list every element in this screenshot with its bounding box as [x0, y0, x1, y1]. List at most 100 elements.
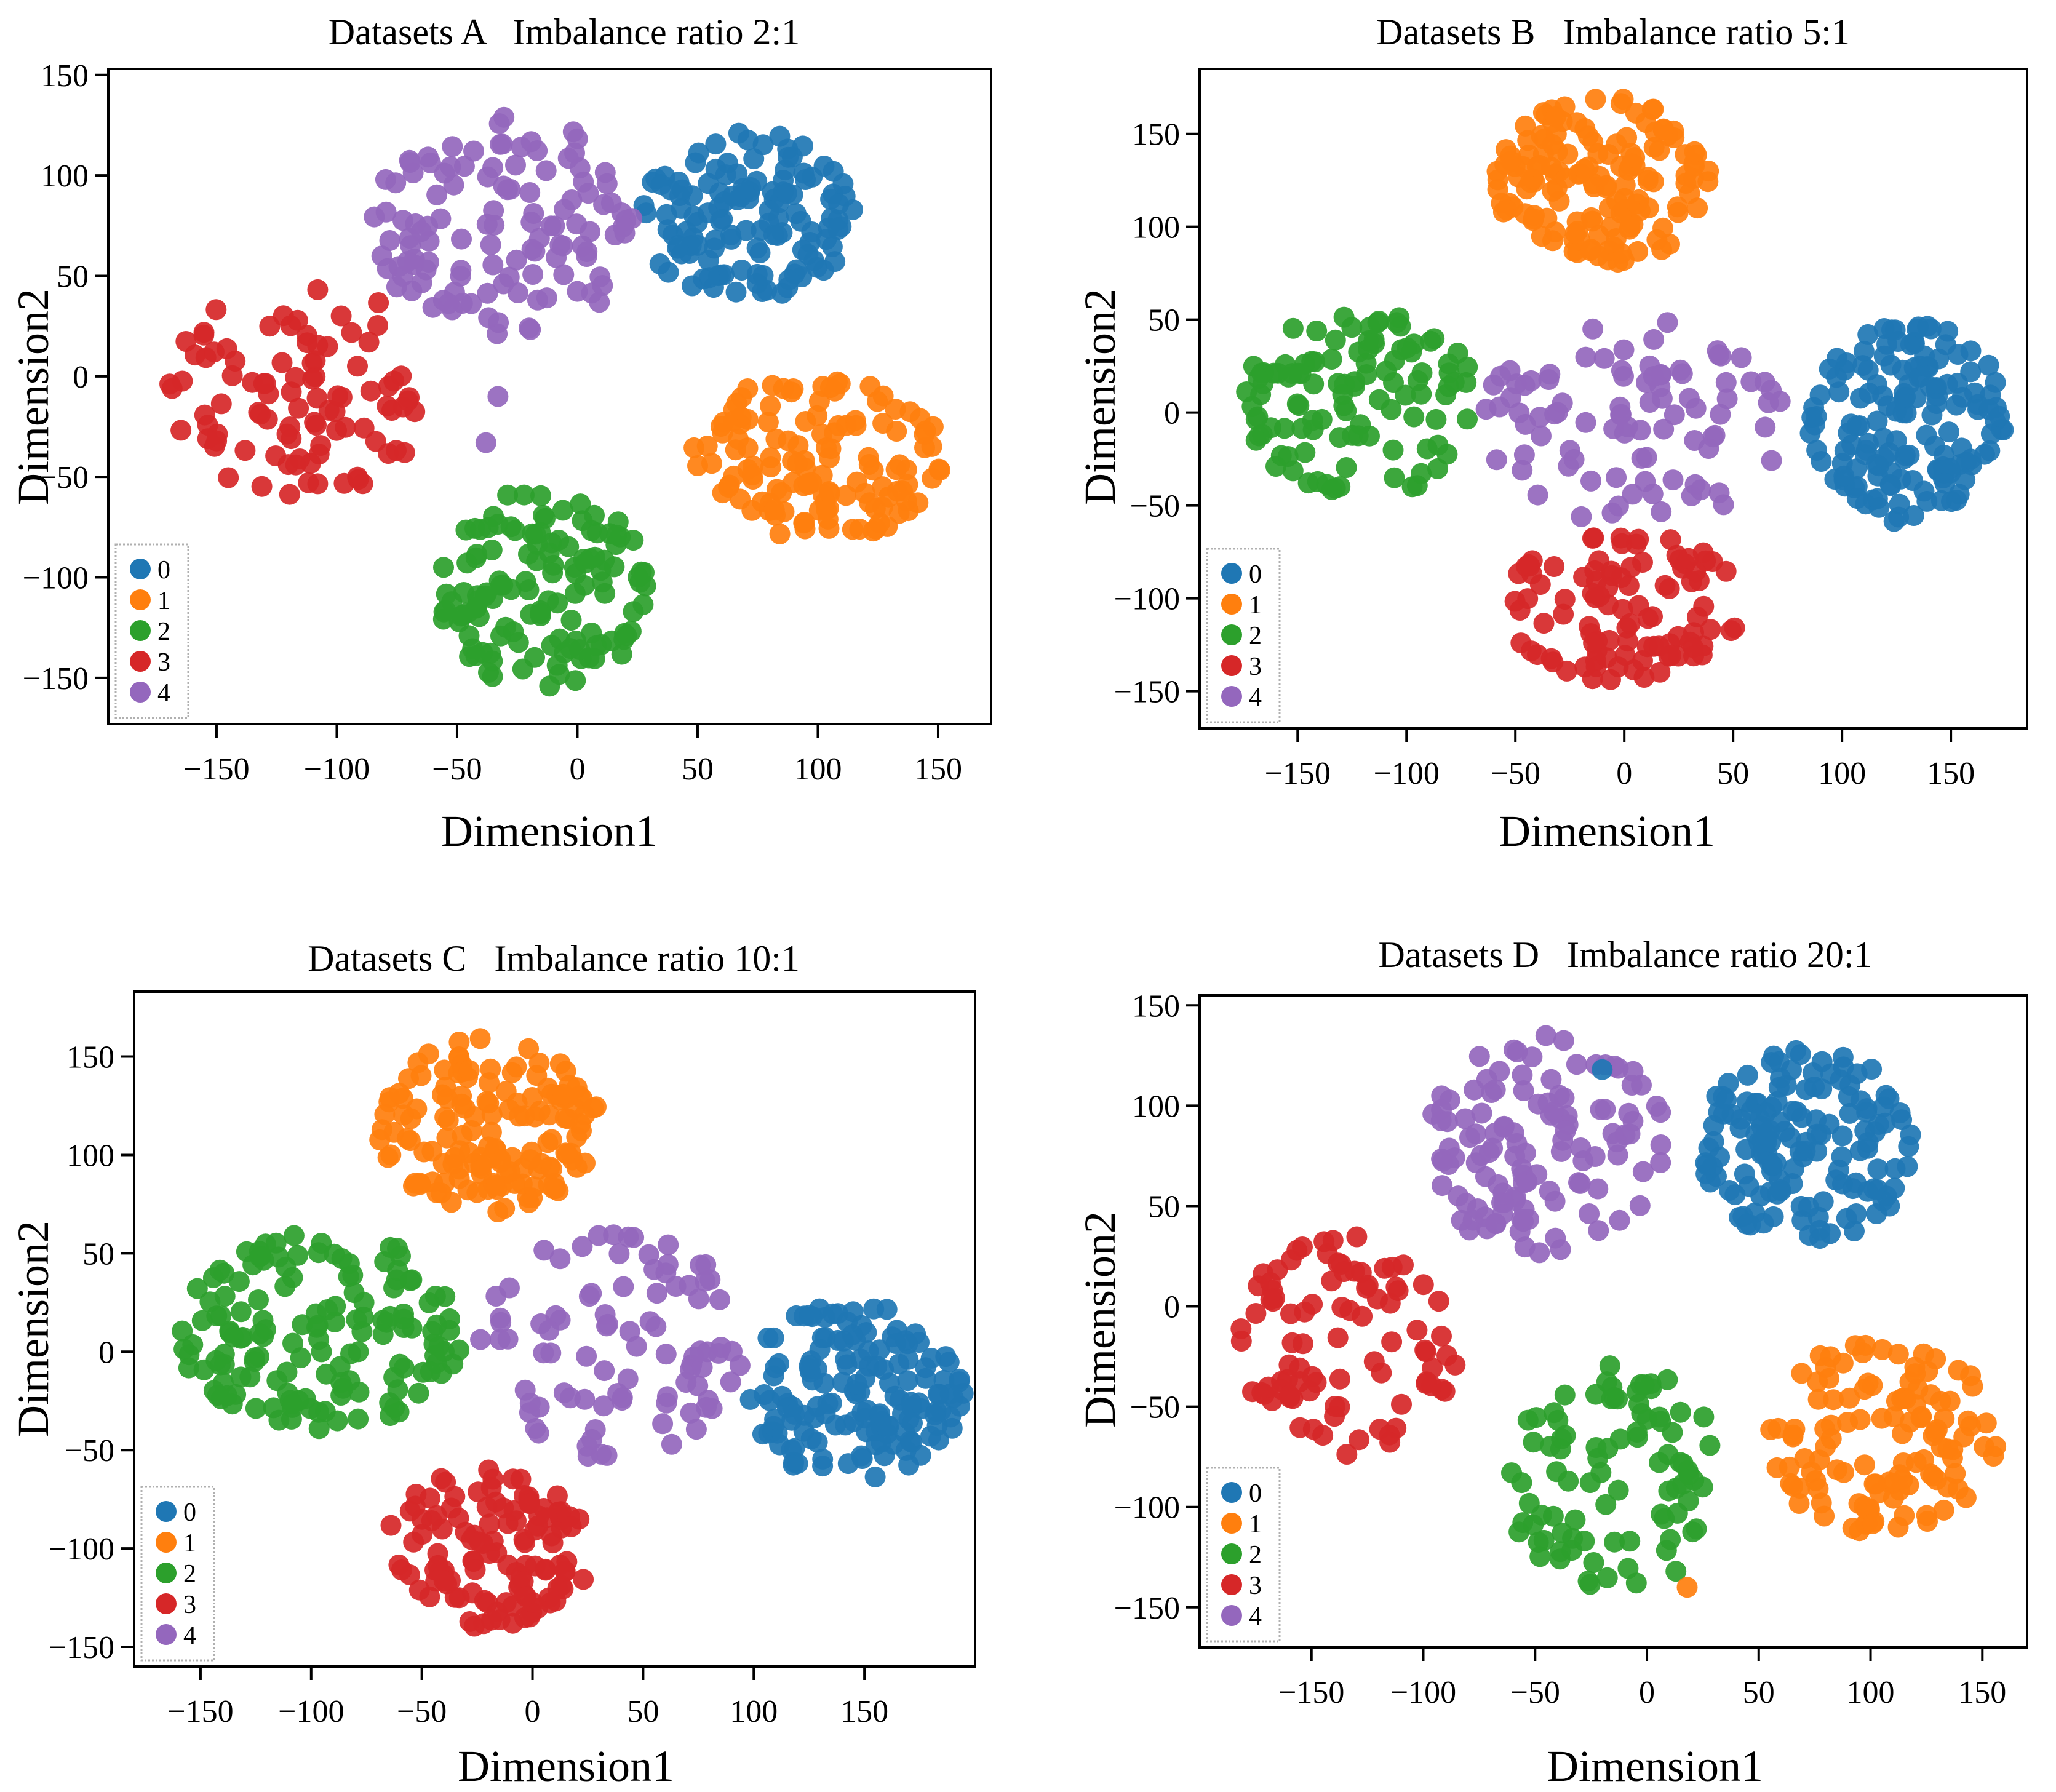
point-class-3 [1248, 1275, 1269, 1297]
point-class-0 [1884, 1158, 1906, 1179]
point-class-3 [225, 351, 246, 372]
point-class-4 [1761, 450, 1782, 471]
point-class-3 [310, 435, 332, 456]
point-class-1 [1585, 89, 1606, 110]
point-class-1 [1613, 250, 1635, 271]
point-class-1 [818, 517, 840, 539]
point-class-1 [845, 415, 867, 436]
point-class-0 [1867, 1179, 1888, 1200]
point-class-3 [1654, 575, 1676, 596]
point-class-0 [899, 1430, 921, 1452]
point-class-1 [1545, 124, 1567, 145]
point-class-3 [1245, 1303, 1267, 1324]
point-class-3 [495, 1592, 517, 1614]
point-class-3 [420, 1487, 440, 1509]
point-class-1 [1779, 1456, 1800, 1478]
point-class-2 [1306, 321, 1328, 341]
point-class-4 [1475, 399, 1497, 420]
x-tick-label: −150 [183, 752, 249, 787]
point-class-2 [1381, 399, 1402, 420]
point-class-4 [451, 228, 472, 250]
point-class-0 [792, 239, 813, 261]
legend-marker-3 [156, 1593, 177, 1614]
y-tick-label: 50 [1148, 1189, 1180, 1224]
point-class-4 [480, 234, 501, 255]
point-class-0 [842, 1324, 863, 1345]
point-class-4 [533, 1240, 555, 1261]
legend-label-4: 4 [1249, 1603, 1262, 1631]
point-class-4 [578, 183, 599, 204]
point-class-0 [784, 1403, 805, 1425]
point-class-3 [1281, 1332, 1303, 1353]
point-class-4 [1553, 1030, 1574, 1051]
y-tick-label: −100 [1114, 1491, 1180, 1526]
point-class-2 [207, 1385, 228, 1406]
point-class-4 [1580, 470, 1601, 492]
point-class-3 [1720, 620, 1742, 642]
x-tick-label: 100 [794, 752, 842, 787]
point-class-4 [638, 1244, 659, 1265]
point-class-2 [1596, 1567, 1618, 1588]
point-class-3 [1299, 1380, 1320, 1402]
point-class-1 [1863, 1473, 1885, 1495]
point-class-1 [1679, 183, 1700, 204]
point-class-3 [206, 430, 228, 452]
point-class-2 [584, 648, 605, 669]
point-class-4 [567, 281, 588, 302]
point-class-2 [542, 562, 564, 584]
point-class-1 [494, 1198, 516, 1219]
point-class-1 [1523, 208, 1544, 229]
point-class-4 [578, 1286, 600, 1307]
point-class-4 [1448, 1185, 1469, 1207]
point-class-4 [572, 235, 593, 257]
point-class-0 [1913, 480, 1935, 502]
point-class-4 [485, 1286, 507, 1307]
point-class-2 [1342, 424, 1363, 446]
panel-dataset-b: Datasets B Imbalance ratio 5:1 −150 −100−… [1075, 12, 2028, 856]
point-class-2 [1501, 1462, 1522, 1484]
point-class-1 [555, 1142, 576, 1164]
chart-title: Datasets C Imbalance ratio 10:1 [308, 938, 800, 979]
point-class-2 [1273, 418, 1295, 439]
legend-label-2: 2 [1249, 1541, 1262, 1569]
point-class-0 [759, 1390, 780, 1411]
point-class-2 [564, 583, 586, 604]
point-class-1 [1500, 150, 1521, 172]
point-class-2 [1411, 463, 1432, 484]
point-class-4 [1651, 501, 1672, 522]
point-class-0 [1850, 388, 1871, 409]
point-class-0 [1960, 448, 1982, 470]
point-class-1 [1556, 167, 1577, 189]
point-class-4 [1439, 1089, 1460, 1111]
legend-box [140, 1486, 215, 1662]
point-class-4 [519, 182, 541, 203]
point-class-4 [1575, 412, 1596, 433]
legend-marker-1 [130, 589, 151, 610]
point-class-4 [1613, 339, 1635, 360]
point-class-1 [1643, 137, 1665, 158]
point-class-0 [658, 261, 679, 283]
point-class-4 [690, 1340, 711, 1362]
point-class-2 [515, 571, 536, 592]
point-class-1 [1983, 1446, 2004, 1467]
point-class-1 [1577, 125, 1599, 147]
point-class-4 [520, 319, 541, 340]
point-class-2 [1282, 317, 1304, 339]
point-class-4 [1540, 1069, 1562, 1090]
point-class-0 [1887, 331, 1909, 352]
point-class-4 [1515, 413, 1536, 435]
point-class-4 [557, 148, 579, 169]
point-class-1 [454, 1097, 476, 1119]
point-class-2 [230, 1366, 252, 1388]
point-class-4 [1550, 1239, 1571, 1260]
point-class-3 [194, 404, 215, 426]
point-class-1 [737, 437, 759, 459]
point-class-1 [1892, 1469, 1913, 1491]
point-class-0 [1798, 1197, 1819, 1218]
y-tick-label: 50 [57, 259, 89, 294]
point-class-2 [1579, 1574, 1601, 1595]
point-class-1 [407, 1052, 429, 1073]
point-class-0 [1868, 1113, 1889, 1135]
point-class-1 [798, 474, 819, 495]
legend-label-2: 2 [183, 1560, 196, 1588]
